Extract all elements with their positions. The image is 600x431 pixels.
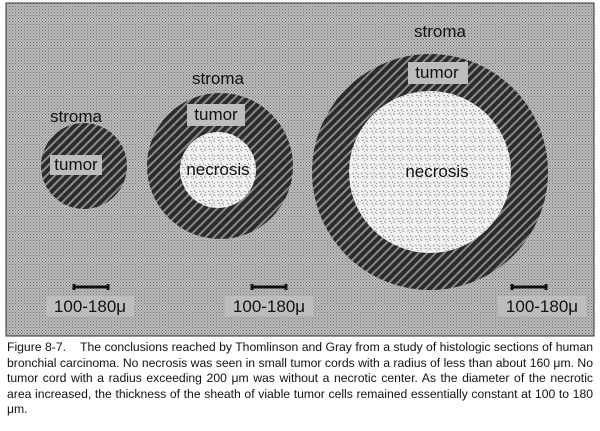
scale-bar-1: 100-180μ [46, 284, 134, 316]
large-tumor-label: tumor [415, 63, 459, 82]
large-stroma-label: stroma [414, 22, 467, 41]
figure-caption: Figure 8-7. The conclusions reached by Th… [7, 340, 593, 418]
scale-bar-2-label: 100-180μ [233, 297, 305, 316]
scale-bar-2: 100-180μ [225, 284, 313, 316]
scale-bar-3-label: 100-180μ [506, 297, 578, 316]
tumor-cord-diagram: tumor stroma tumor necrosis stroma tumor… [5, 2, 595, 337]
medium-stroma-label: stroma [192, 69, 245, 88]
medium-necrosis-label: necrosis [186, 160, 249, 179]
caption-text: The conclusions reached by Thomlinson an… [7, 340, 593, 416]
small-stroma-label: stroma [50, 107, 103, 126]
diagram-canvas: tumor stroma tumor necrosis stroma tumor… [5, 2, 595, 337]
small-tumor-label-bg [50, 155, 102, 175]
medium-tumor-label-bg [187, 104, 245, 126]
large-necrosis-core [349, 91, 511, 253]
small-tumor-label: tumor [54, 155, 98, 174]
scale-bar-1-label: 100-180μ [54, 297, 126, 316]
large-tumor-label-bg [408, 62, 468, 84]
figure-number: Figure 8-7. [7, 340, 67, 354]
large-necrosis-label: necrosis [405, 162, 468, 181]
medium-tumor-label: tumor [194, 105, 238, 124]
scale-bar-3: 100-180μ [498, 284, 586, 316]
medium-necrosis-core [180, 132, 256, 208]
